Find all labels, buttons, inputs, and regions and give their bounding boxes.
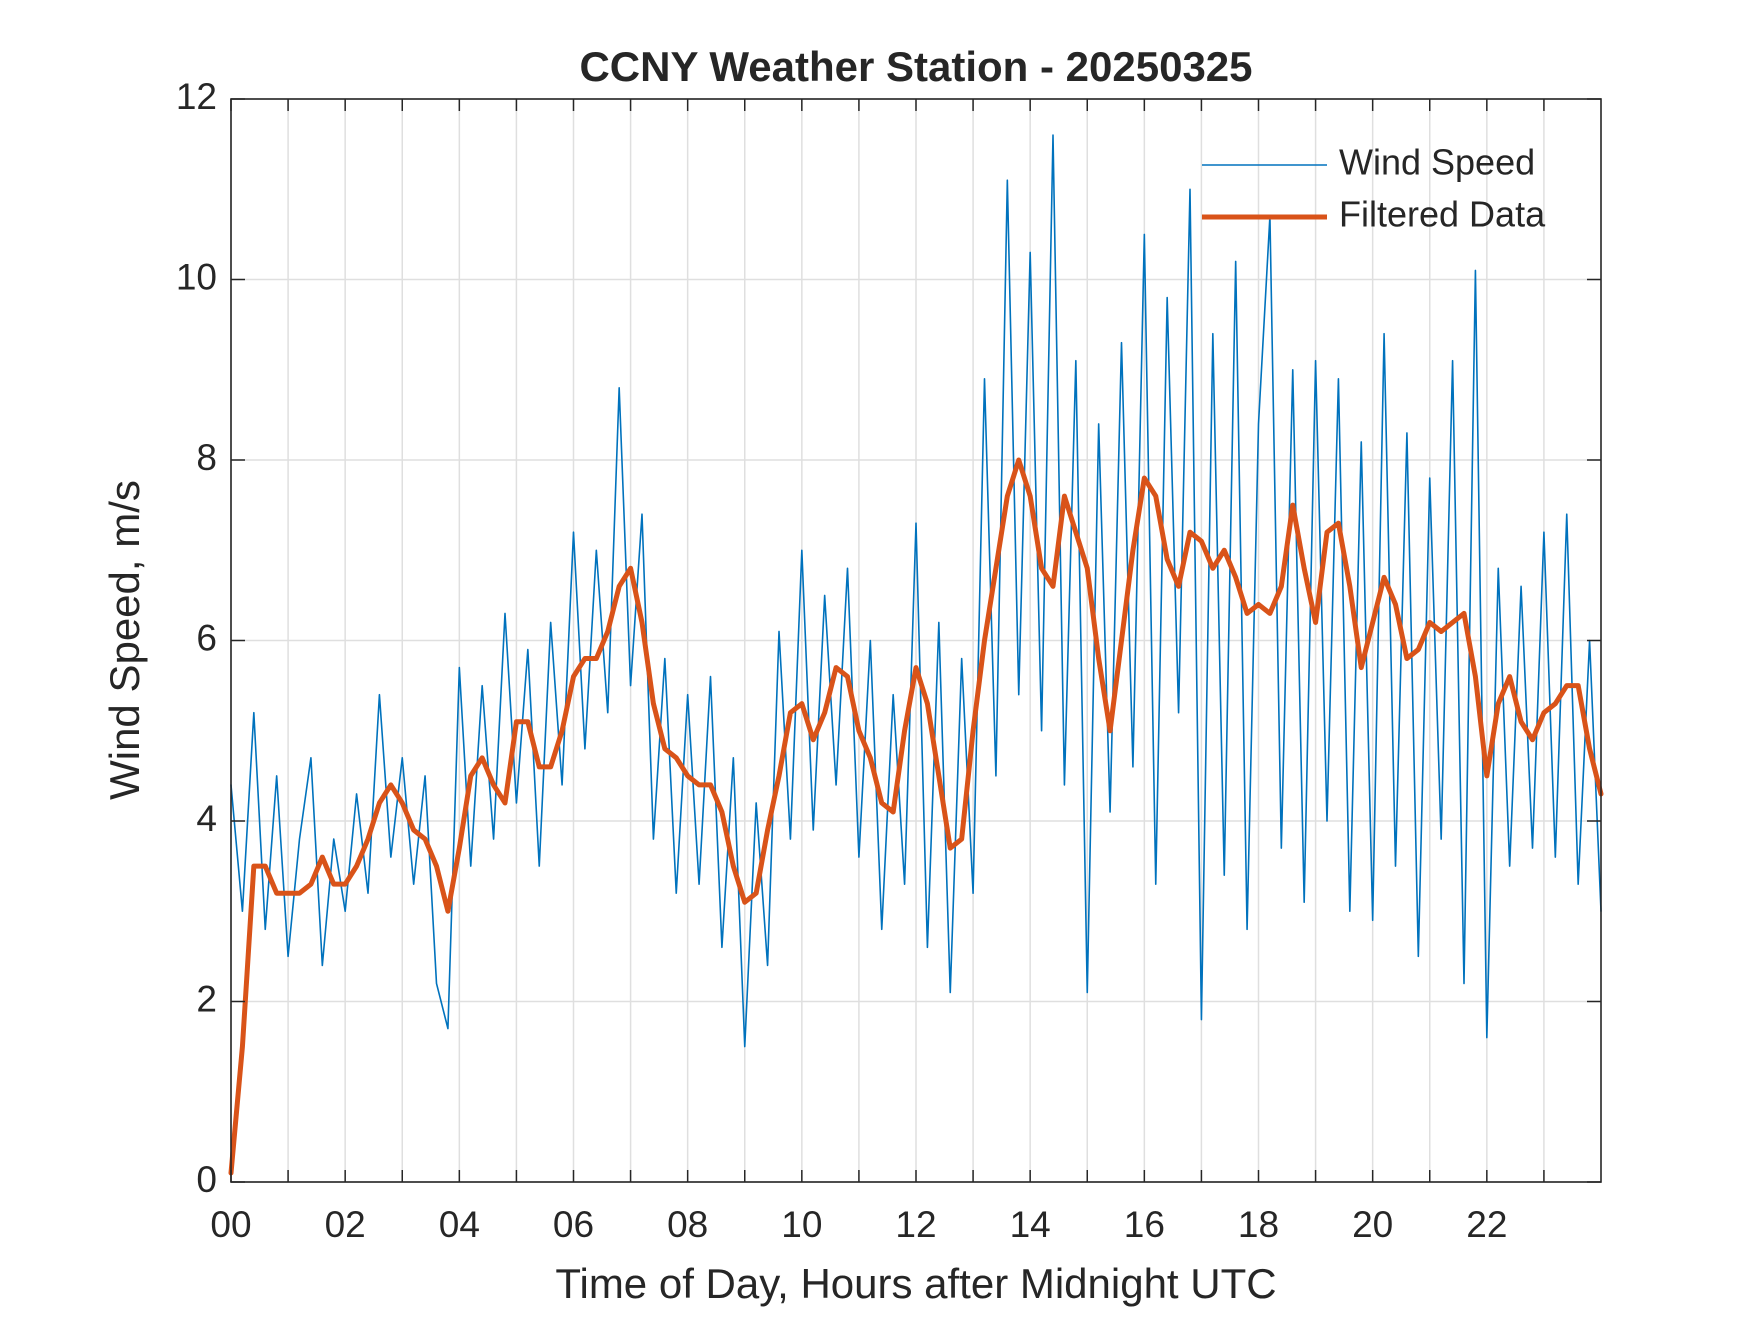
x-tick-label: 16 — [1124, 1204, 1165, 1245]
data-line — [230, 134, 1602, 1048]
x-tick-label: 04 — [439, 1204, 480, 1245]
x-tick-label: 08 — [667, 1204, 708, 1245]
x-axis-label: Time of Day, Hours after Midnight UTC — [555, 1260, 1276, 1307]
x-tick-label: 02 — [325, 1204, 366, 1245]
x-tick-label: 10 — [781, 1204, 822, 1245]
y-tick-label: 10 — [176, 256, 217, 297]
legend: Wind Speed Filtered Data — [1202, 142, 1546, 235]
y-tick-label: 12 — [176, 76, 217, 117]
x-tick-label: 14 — [1010, 1204, 1051, 1245]
y-tick-label: 8 — [196, 437, 217, 478]
y-tick-label: 4 — [196, 798, 217, 839]
y-tick-label: 6 — [196, 617, 217, 658]
x-tick-label: 00 — [210, 1204, 251, 1245]
x-tick-label: 12 — [895, 1204, 936, 1245]
y-tick-label: 2 — [196, 978, 217, 1019]
data-line — [228, 457, 1604, 1176]
x-tick-label: 06 — [553, 1204, 594, 1245]
y-tick-label: 0 — [196, 1159, 217, 1200]
x-tick-label: 18 — [1238, 1204, 1279, 1245]
x-tick-label: 22 — [1466, 1204, 1507, 1245]
y-axis-label: Wind Speed, m/s — [101, 480, 148, 800]
x-tick-label: 20 — [1352, 1204, 1393, 1245]
legend-label: Wind Speed — [1339, 142, 1535, 183]
chart-title: CCNY Weather Station - 20250325 — [579, 43, 1252, 90]
legend-label: Filtered Data — [1339, 194, 1546, 235]
